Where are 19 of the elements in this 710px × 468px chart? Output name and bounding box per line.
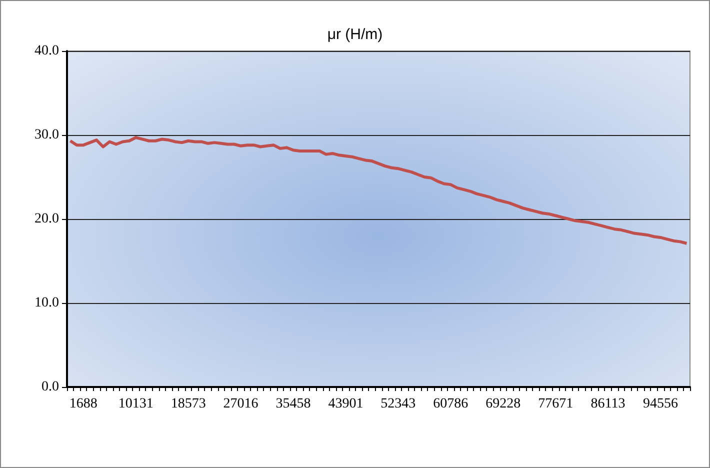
x-tick-label: 10131 [118, 396, 154, 412]
x-tick-label: 77671 [538, 396, 574, 412]
x-tick-label: 18573 [170, 396, 206, 412]
x-tick-label: 86113 [590, 396, 626, 412]
x-tick-label: 60786 [433, 396, 468, 412]
x-tick-label: 52343 [380, 396, 416, 412]
x-tick-label: 1688 [69, 396, 98, 412]
y-tick-label: 0.0 [42, 380, 59, 394]
x-tick-label: 94556 [642, 396, 678, 412]
y-tick-label: 40.0 [34, 44, 59, 58]
chart-title: μr (H/m) [327, 26, 383, 43]
line-series [68, 136, 688, 245]
x-tick-label: 27016 [223, 396, 258, 412]
y-tick-label: 30.0 [34, 128, 59, 142]
y-tick-label: 20.0 [34, 212, 59, 226]
x-tick-label: 43901 [328, 396, 364, 412]
x-tick-label: 35458 [276, 396, 311, 412]
y-tick-label: 10.0 [34, 296, 59, 310]
x-tick-label: 69228 [486, 396, 521, 412]
